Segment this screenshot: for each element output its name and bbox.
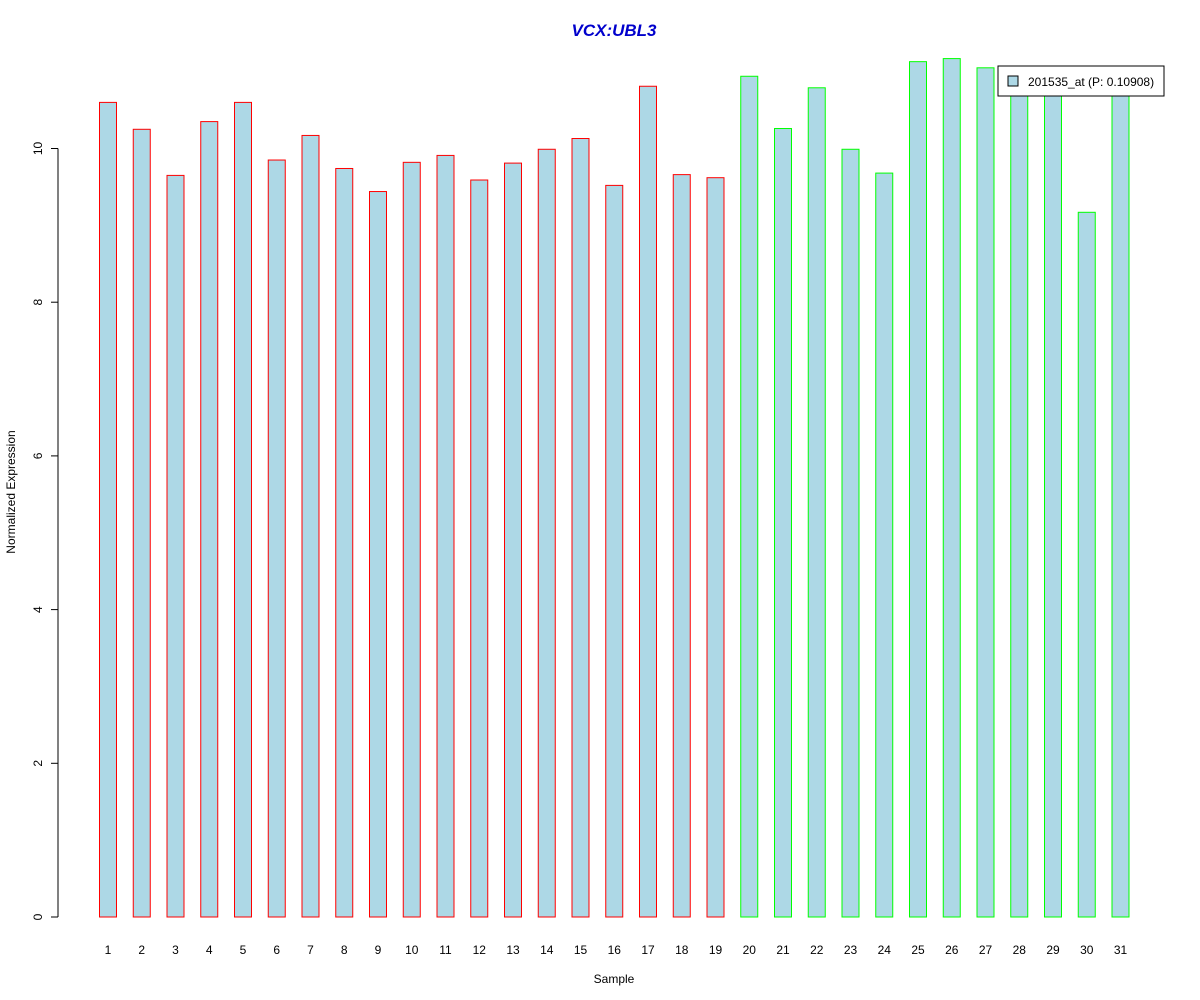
- x-tick-label: 1: [105, 943, 112, 957]
- bar: [672, 174, 691, 918]
- y-tick-label: 0: [31, 913, 45, 920]
- bar: [99, 101, 117, 918]
- bar: [1010, 90, 1029, 918]
- x-tick-label: 10: [405, 943, 419, 957]
- bar: [436, 154, 455, 918]
- bar: [234, 101, 252, 918]
- bar: [841, 148, 860, 918]
- y-tick-label: 8: [31, 299, 45, 306]
- bar: [200, 121, 219, 918]
- bar: [335, 167, 354, 918]
- legend-swatch: [1007, 75, 1019, 87]
- x-tick-label: 12: [473, 943, 487, 957]
- legend: 201535_at (P: 0.10908): [997, 65, 1165, 97]
- x-tick-label: 14: [540, 943, 554, 957]
- bar: [571, 138, 590, 918]
- x-tick-label: 17: [641, 943, 655, 957]
- bar: [740, 75, 759, 918]
- x-tick-label: 16: [608, 943, 622, 957]
- bar: [942, 58, 961, 918]
- x-tick-label: 25: [911, 943, 925, 957]
- bar: [537, 148, 556, 918]
- x-tick-label: 27: [979, 943, 993, 957]
- bar: [301, 134, 320, 918]
- bar: [369, 191, 387, 918]
- bar: [470, 179, 489, 918]
- x-axis-label: Sample: [594, 972, 635, 986]
- x-tick-label: 29: [1046, 943, 1060, 957]
- bar: [976, 67, 995, 918]
- x-tick-label: 26: [945, 943, 959, 957]
- x-tick-label: 9: [375, 943, 382, 957]
- bar: [807, 87, 826, 918]
- bar: [706, 177, 725, 918]
- x-tick-label: 6: [273, 943, 280, 957]
- x-tick-label: 7: [307, 943, 314, 957]
- x-tick-label: 13: [506, 943, 520, 957]
- bar: [402, 161, 421, 918]
- x-tick-label: 4: [206, 943, 213, 957]
- x-tick-label: 2: [138, 943, 145, 957]
- bar: [267, 159, 286, 918]
- x-tick-label: 11: [439, 943, 452, 957]
- y-axis: 0 2 4 6 8 10: [31, 142, 59, 920]
- chart-title: VCX:UBL3: [571, 21, 657, 40]
- x-tick-label: 3: [172, 943, 179, 957]
- bars: [99, 58, 1130, 918]
- legend-label: 201535_at (P: 0.10908): [1028, 75, 1154, 89]
- bar: [605, 184, 624, 918]
- x-tick-label: 24: [878, 943, 892, 957]
- bar: [1044, 90, 1062, 918]
- bar: [132, 128, 151, 918]
- x-tick-label: 8: [341, 943, 348, 957]
- bar: [1111, 90, 1130, 918]
- x-tick-label: 20: [743, 943, 757, 957]
- x-tick-label: 22: [810, 943, 824, 957]
- bar: [504, 162, 522, 918]
- x-tick-labels: 1 2 3 4 5 6 7 8 9 10 11 12 13 14 15 16 17 18 19 20 21 22 23 24 2…: [105, 943, 1128, 957]
- x-tick-label: 18: [675, 943, 689, 957]
- x-tick-label: 19: [709, 943, 723, 957]
- bar: [909, 61, 927, 918]
- bar: [639, 85, 657, 918]
- x-tick-label: 15: [574, 943, 588, 957]
- x-tick-label: 30: [1080, 943, 1094, 957]
- x-tick-label: 5: [240, 943, 247, 957]
- y-tick-label: 2: [31, 760, 45, 767]
- y-tick-label: 4: [31, 606, 45, 613]
- x-tick-label: 28: [1013, 943, 1027, 957]
- x-tick-label: 21: [776, 943, 790, 957]
- legend-box: [997, 65, 1165, 97]
- x-tick-label: 31: [1114, 943, 1128, 957]
- bar: [774, 128, 792, 918]
- x-tick-label: 23: [844, 943, 858, 957]
- bar: [1077, 211, 1096, 918]
- bar: [875, 172, 894, 918]
- y-axis-label: Normalized Expression: [4, 430, 18, 553]
- y-tick-label: 6: [31, 452, 45, 459]
- bar: [166, 174, 185, 918]
- y-tick-label: 10: [31, 142, 45, 156]
